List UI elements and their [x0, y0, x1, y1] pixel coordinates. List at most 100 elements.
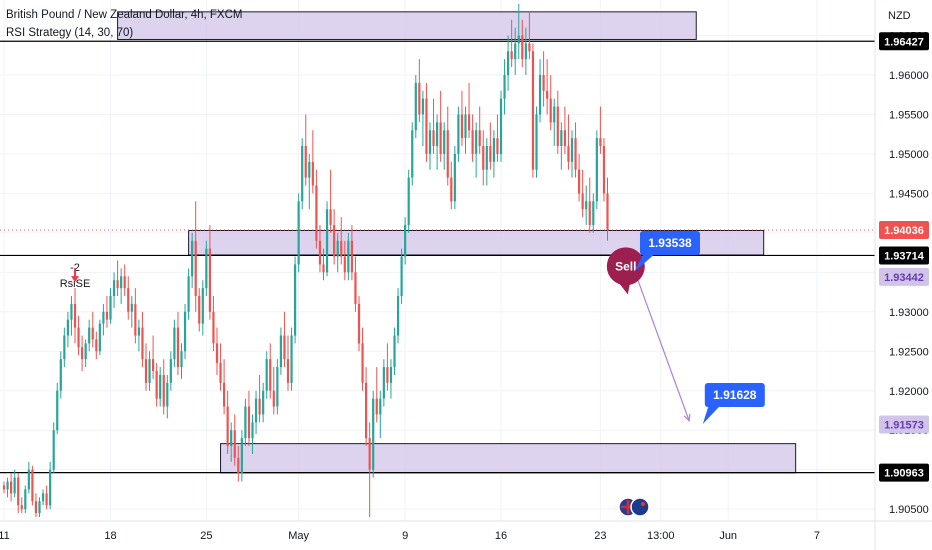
candle [549, 74, 552, 131]
candle-body [98, 323, 101, 352]
candle [276, 359, 279, 415]
candle [375, 367, 378, 423]
candle-body [482, 146, 485, 170]
candle [453, 146, 456, 210]
supply-demand-zone [117, 11, 697, 40]
candle [137, 319, 140, 352]
candle-body [329, 209, 332, 225]
candle-body [148, 359, 151, 383]
candle-body [485, 146, 488, 170]
signal-count: -2 [70, 262, 80, 274]
candle-body [318, 240, 322, 265]
candle-body [297, 201, 300, 265]
candle [581, 169, 584, 218]
candle-body [70, 303, 73, 320]
strategy-legend[interactable]: RSI Strategy (14, 30, 70) [6, 27, 134, 39]
candle-body [507, 51, 510, 75]
candle-body [432, 130, 435, 147]
candle [386, 343, 389, 391]
candle [105, 296, 109, 328]
candle [570, 130, 574, 178]
candle-body [279, 335, 282, 368]
candle-body [290, 335, 293, 383]
y-tick-label: 1.92000 [889, 386, 929, 398]
candle [301, 138, 304, 210]
candle [34, 493, 38, 518]
candle-body [84, 343, 87, 360]
y-tick-label: 1.95000 [889, 149, 929, 161]
candle [81, 335, 84, 372]
candle [13, 469, 16, 498]
candle [585, 185, 588, 225]
candle [141, 311, 144, 368]
candle-body [102, 311, 105, 324]
candle-body [368, 438, 371, 470]
candle [66, 311, 69, 348]
candle [372, 390, 375, 478]
candle-body [453, 153, 456, 202]
candle [382, 359, 385, 407]
candle [127, 276, 130, 320]
candle [144, 343, 148, 391]
candle [130, 296, 133, 328]
x-tick-label: 9 [402, 530, 408, 542]
candle [49, 461, 52, 510]
candle [588, 177, 591, 233]
candle [20, 497, 23, 514]
candle [212, 296, 215, 352]
candle [2, 481, 6, 494]
candle-body [333, 224, 336, 257]
candle-body [599, 138, 602, 147]
candle-body [137, 327, 140, 336]
candle [41, 489, 45, 506]
price-tag [879, 463, 929, 482]
candle [365, 367, 368, 447]
x-axis[interactable]: 11 18 25 May 9 16 23 13:00 Jun 7 [0, 520, 932, 542]
candle-body [191, 240, 194, 277]
candle [183, 303, 187, 360]
candle-body [144, 359, 148, 383]
candle [159, 367, 162, 407]
sell-bubble [606, 247, 645, 286]
candle [599, 106, 602, 154]
candle [208, 224, 211, 320]
x-tick-label: 16 [495, 530, 507, 542]
candle [542, 51, 545, 107]
candle-body [478, 130, 481, 147]
candle [272, 367, 275, 415]
candle [464, 106, 467, 154]
candle-body [27, 469, 30, 490]
candle-body [365, 382, 368, 439]
price-tag [879, 267, 929, 286]
candle [531, 43, 535, 178]
candle [535, 106, 538, 178]
candle-body [59, 359, 62, 391]
candle [446, 106, 449, 186]
candle [432, 98, 435, 154]
candle [592, 193, 595, 233]
candle-body [269, 359, 272, 391]
candle [63, 327, 66, 368]
candle [567, 114, 570, 170]
candle-body [120, 276, 123, 289]
candle [354, 256, 357, 312]
candle [517, 3, 520, 60]
candle [507, 35, 510, 91]
candle [198, 288, 201, 332]
candle [254, 390, 258, 435]
x-tick-label: 7 [814, 530, 820, 542]
candle [290, 327, 293, 391]
candle [109, 288, 112, 324]
candle-body [155, 371, 158, 399]
candle-body [127, 288, 130, 312]
y-tick-label: 1.92500 [889, 346, 929, 358]
candle [311, 130, 314, 194]
candle-body [13, 477, 16, 494]
candle [247, 390, 251, 447]
candle-body [404, 224, 407, 257]
candle-body [6, 481, 9, 490]
candle-body [159, 374, 162, 399]
candle-body [489, 146, 492, 162]
